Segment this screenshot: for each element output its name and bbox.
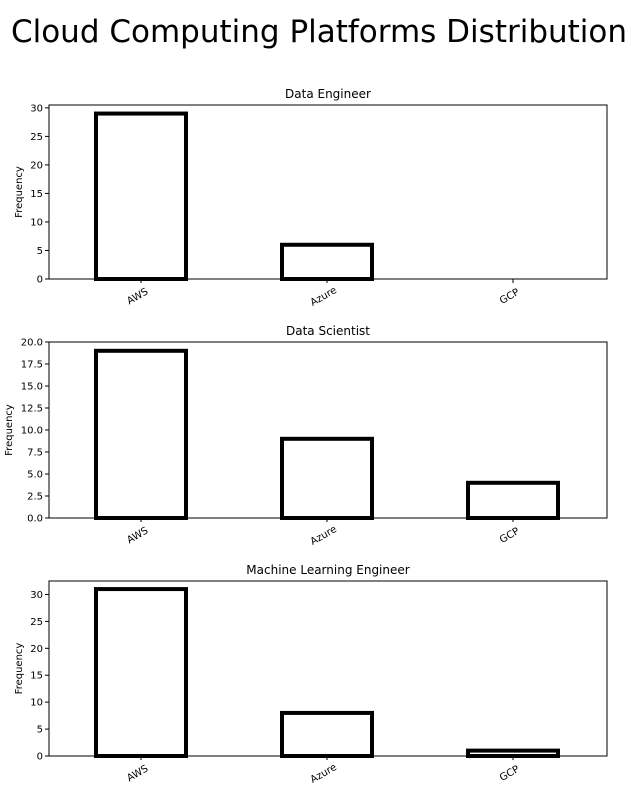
figure-title: Cloud Computing Platforms Distribution — [10, 14, 628, 50]
y-tick-label: 5 — [37, 246, 43, 257]
x-tick-label: Azure — [309, 524, 339, 548]
y-tick-label: 10.0 — [21, 426, 43, 437]
x-tick-label: AWS — [125, 286, 150, 307]
y-tick-label: 12.5 — [21, 404, 43, 415]
x-tick-label: Azure — [309, 285, 339, 309]
bar — [280, 436, 374, 520]
y-tick-label: 30 — [30, 590, 43, 601]
x-tick-label: Azure — [309, 762, 339, 786]
y-axis-label: Frequency — [14, 166, 25, 218]
y-tick-label: 15 — [30, 189, 43, 200]
chart-panel: Data Engineer Frequency 0 5 10 15 20 25 30 AWS Azu… — [14, 87, 608, 309]
y-tick-label: 20 — [30, 160, 43, 171]
x-tick-label: AWS — [125, 525, 150, 546]
x-tick-label: GCP — [498, 764, 521, 784]
y-tick-label: 15.0 — [21, 382, 43, 393]
y-tick-label: 10 — [30, 698, 43, 709]
y-tick-label: 0 — [37, 752, 43, 763]
y-tick-label: 7.5 — [27, 448, 43, 459]
y-tick-label: 10 — [30, 217, 43, 228]
y-tick-label: 2.5 — [27, 492, 43, 503]
y-tick-label: 5.0 — [27, 470, 43, 481]
y-tick-label: 20.0 — [21, 338, 43, 349]
y-tick-label: 15 — [30, 671, 43, 682]
bar — [94, 587, 188, 758]
chart-title: Machine Learning Engineer — [246, 563, 409, 577]
y-tick-label: 0.0 — [27, 514, 43, 525]
y-tick-label: 17.5 — [21, 360, 43, 371]
y-tick-label: 30 — [30, 103, 43, 114]
x-tick-label: GCP — [498, 287, 521, 307]
y-tick-label: 25 — [30, 132, 43, 143]
bar — [466, 480, 560, 520]
x-tick-label: AWS — [125, 763, 150, 784]
y-tick-label: 20 — [30, 644, 43, 655]
bar — [280, 710, 374, 759]
y-tick-label: 0 — [37, 275, 43, 286]
chart-title: Data Engineer — [285, 87, 371, 101]
y-axis-label: Frequency — [4, 404, 15, 456]
y-tick-label: 5 — [37, 725, 43, 736]
x-tick-label: GCP — [498, 526, 521, 546]
chart-panel: Machine Learning Engineer Frequency 0 5 10 15… — [14, 563, 608, 786]
y-tick-label: 25 — [30, 617, 43, 628]
y-axis-label: Frequency — [14, 643, 25, 695]
bar — [94, 348, 188, 520]
chart-panel: Data Scientist Frequency 0.0 2.5 5.0 7.5 10.0 1… — [4, 324, 608, 548]
bar — [466, 748, 560, 758]
bar — [280, 242, 374, 281]
bar — [94, 111, 188, 282]
chart-title: Data Scientist — [286, 324, 370, 338]
